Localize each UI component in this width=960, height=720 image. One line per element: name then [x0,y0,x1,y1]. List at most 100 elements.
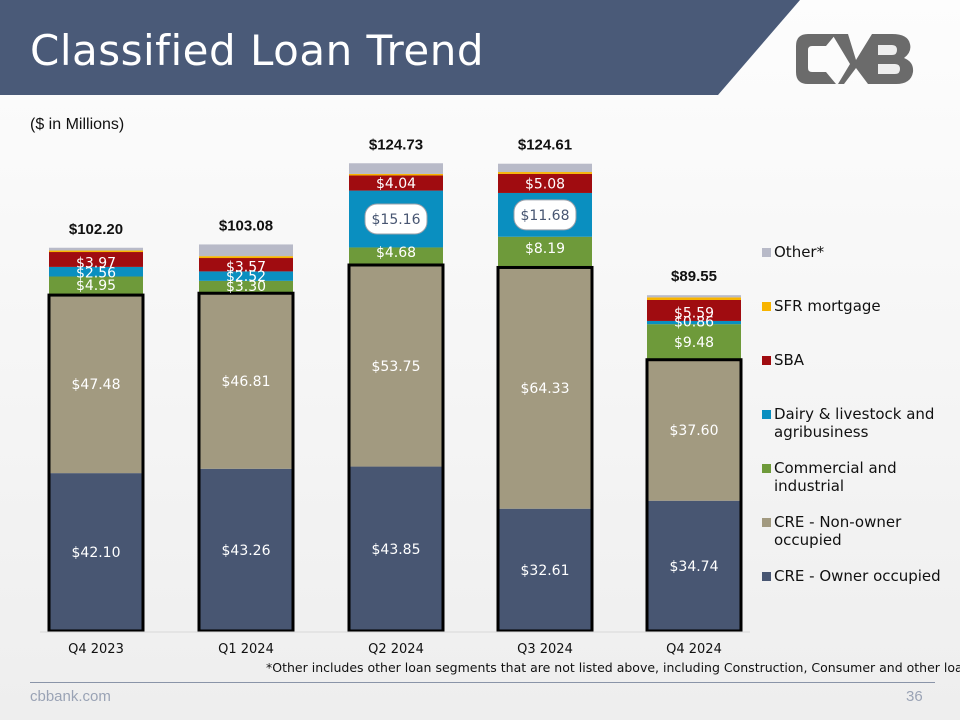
data-label-sba-2: $4.04 [376,176,416,192]
data-label-cre_non_owner-1: $46.81 [222,374,271,390]
bar-dairy-4 [647,320,741,325]
bar-sba-2 [349,175,443,191]
header-banner [0,0,800,95]
total-label-0: $102.20 [69,221,123,238]
cre-outline-4 [645,358,743,633]
data-label-sba-0: $3.97 [76,255,116,271]
data-label-cre_owner-4: $34.74 [670,559,719,575]
data-label-ci-2: $4.68 [376,245,416,261]
legend-label-dairy: Dairy & livestock and agribusiness [774,405,935,441]
callout-pill-3 [513,199,577,231]
bar-dairy-1 [199,271,293,281]
bar-cre_owner-2 [349,466,443,631]
bar-sba-1 [199,258,293,272]
bar-other-4 [647,295,741,298]
page-number: 36 [906,688,923,705]
legend-label-cre_non_owner: CRE - Non-owner occupied [774,513,902,549]
page-title: Classified Loan Trend [30,26,484,75]
bar-sfr-3 [498,172,592,174]
bar-sba-4 [647,299,741,321]
data-label-cre_owner-3: $32.61 [521,563,570,579]
data-label-ci-0: $4.95 [76,278,116,294]
data-label-ci-4: $9.48 [674,335,714,351]
bar-ci-2 [349,247,443,265]
bar-cre_non_owner-2 [349,265,443,467]
bar-sba-0 [49,252,143,267]
bar-other-0 [49,247,143,251]
x-axis-ticks: Q4 2023 Q1 2024 Q2 2024 Q3 2024 Q4 2024 [40,631,750,657]
x-tick-1: Q1 2024 [218,642,274,657]
bar-cre_owner-0 [49,473,143,631]
cre-outline-1 [197,291,295,633]
legend-swatch-other [762,248,771,257]
cre-outline-0 [47,293,145,633]
footer-divider [30,682,935,683]
data-label-dairy-2: $15.16 [372,212,421,228]
legend-swatch-cre_owner [762,572,771,581]
footnote: *Other includes other loan segments that… [266,660,960,675]
cvb-logo-icon [796,34,914,84]
legend-label-cre_owner: CRE - Owner occupied [774,567,941,585]
cre-outline-3 [496,265,594,633]
bar-cre_owner-3 [498,508,592,631]
bar-cre_owner-4 [647,500,741,631]
total-label-2: $124.73 [369,136,423,153]
bar-sfr-4 [647,297,741,300]
data-label-dairy-3: $11.68 [521,208,570,224]
legend-swatch-sba [762,356,771,365]
bar-ci-4 [647,324,741,360]
x-tick-3: Q3 2024 [517,642,573,657]
bar-labels-layer: $42.10 $47.48 $4.95$2.56$3.97 $43.26 $46.81 $… [72,176,719,579]
footer-site: cbbank.com [30,688,111,705]
bar-ci-1 [199,280,293,294]
bar-cre_non_owner-0 [49,295,143,474]
x-tick-0: Q4 2023 [68,642,124,657]
data-label-dairy-1: $2.52 [226,269,266,285]
legend-swatch-dairy [762,410,771,419]
total-label-4: $89.55 [671,268,717,285]
data-label-sba-1: $3.57 [226,260,266,276]
legend-label-sba: SBA [774,351,805,369]
bar-sba-3 [498,173,592,193]
legend-label-other: Other* [774,243,825,261]
bar-cre_non_owner-3 [498,267,592,509]
data-label-sba-3: $5.08 [525,176,565,192]
data-label-ci-3: $8.19 [525,241,565,257]
bar-sfr-0 [49,250,143,253]
bar-ci-3 [498,236,592,268]
bar-dairy-0 [49,266,143,277]
data-label-cre_non_owner-3: $64.33 [521,381,570,397]
total-label-3: $124.61 [518,137,572,154]
bar-sfr-2 [349,173,443,176]
bar-cre_non_owner-1 [199,293,293,469]
data-label-sba-4: $5.59 [674,305,714,321]
data-label-cre_non_owner-0: $47.48 [72,377,121,393]
data-label-dairy-0: $2.56 [76,266,116,282]
data-label-cre_non_owner-4: $37.60 [670,423,719,439]
units-note: ($ in Millions) [30,116,125,133]
totals-layer: $102.20 $103.08 $124.73 $124.61 $89.55 [69,136,717,285]
x-tick-4: Q4 2024 [666,642,722,657]
bar-other-1 [199,244,293,257]
bar-other-2 [349,163,443,174]
legend-label-ci: Commercial and industrial [774,459,897,495]
legend-label-sfr: SFR mortgage [774,297,881,315]
callout-pill-2 [364,203,428,235]
bar-other-3 [498,163,592,173]
total-label-1: $103.08 [219,217,273,234]
data-label-cre_non_owner-2: $53.75 [372,359,421,375]
bar-ci-0 [49,276,143,296]
data-label-cre_owner-1: $43.26 [222,543,271,559]
bar-cre_owner-1 [199,468,293,631]
bar-cre_non_owner-4 [647,359,741,501]
legend-swatch-sfr [762,302,771,311]
bar-sfr-1 [199,256,293,259]
data-label-cre_owner-0: $42.10 [72,545,121,561]
legend-swatch-ci [762,464,771,473]
x-tick-2: Q2 2024 [368,642,424,657]
data-label-ci-1: $3.30 [226,279,266,295]
bars-layer [47,163,743,633]
data-label-dairy-4: $0.86 [674,315,714,331]
data-label-cre_owner-2: $43.85 [372,542,421,558]
